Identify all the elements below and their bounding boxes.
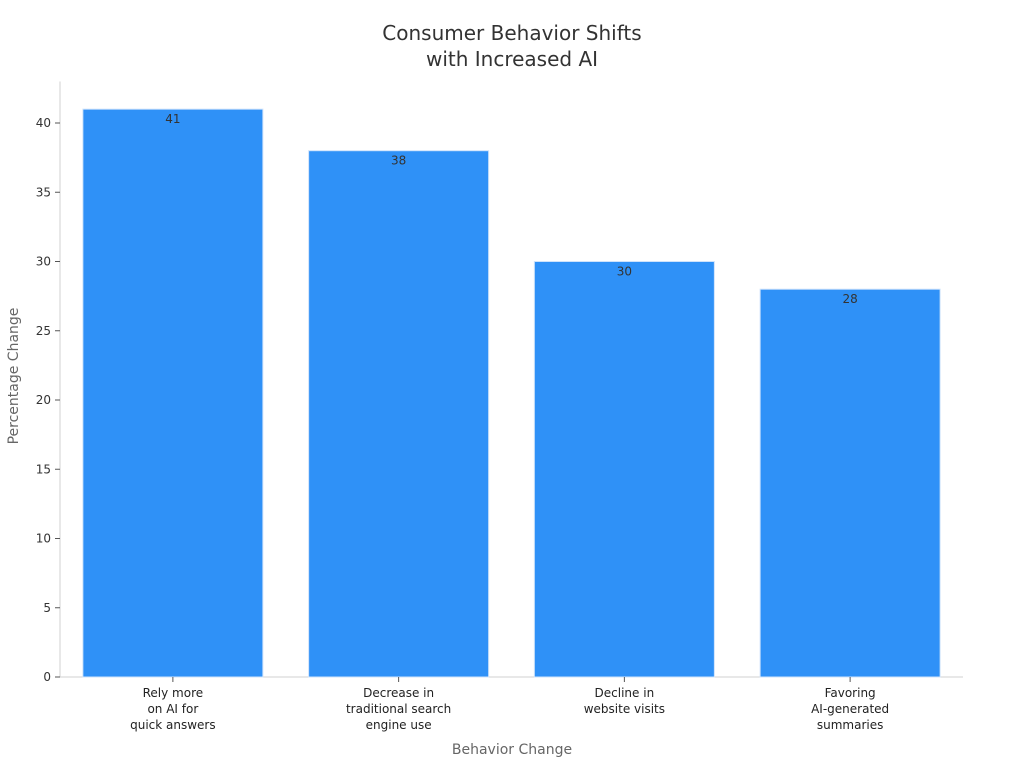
bar-value-label: 28 [842, 292, 857, 306]
bar [82, 108, 264, 678]
x-tick-label: AI-generated [811, 702, 889, 716]
chart-title: Consumer Behavior Shifts with Increased … [0, 20, 1024, 72]
x-axis-label: Behavior Change [451, 742, 573, 758]
x-tick-label: Rely more [143, 686, 204, 700]
bar [759, 288, 941, 678]
bar-value-label: 41 [165, 112, 180, 126]
x-tick-label: Decline in [595, 686, 655, 700]
y-tick-label: 30 [36, 255, 51, 269]
y-tick-label: 25 [36, 324, 51, 338]
y-tick-label: 0 [43, 670, 51, 684]
chart-title-line-1: Consumer Behavior Shifts [382, 21, 642, 45]
y-tick-label: 40 [36, 116, 51, 130]
x-tick-label: quick answers [130, 718, 216, 732]
y-axis-label: Percentage Change [6, 307, 22, 445]
y-tick-label: 15 [36, 462, 51, 476]
x-tick-label: Favoring [825, 686, 876, 700]
x-tick-label: summaries [817, 718, 884, 732]
x-tick-label: Decrease in [363, 686, 434, 700]
y-tick-label: 5 [43, 601, 51, 615]
y-tick-label: 20 [36, 393, 51, 407]
x-tick-label: on AI for [147, 702, 198, 716]
x-tick-label: engine use [366, 718, 432, 732]
y-tick-label: 35 [36, 185, 51, 199]
bar [308, 150, 490, 678]
x-tick-label: traditional search [346, 702, 451, 716]
x-tick-label: website visits [584, 702, 665, 716]
bar-value-label: 30 [617, 265, 632, 279]
chart-title-line-2: with Increased AI [425, 47, 599, 71]
bar-value-label: 38 [391, 154, 406, 168]
bar [533, 261, 715, 678]
y-tick-label: 10 [36, 532, 51, 546]
